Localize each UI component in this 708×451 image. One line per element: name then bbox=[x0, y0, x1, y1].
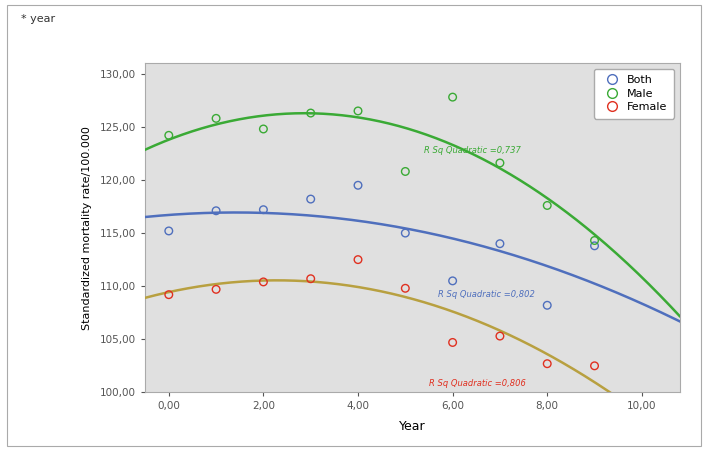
X-axis label: Year: Year bbox=[399, 420, 426, 433]
Point bbox=[258, 206, 269, 213]
Text: R Sq Quadratic =0,802: R Sq Quadratic =0,802 bbox=[438, 290, 535, 299]
Point bbox=[210, 207, 222, 214]
Point bbox=[589, 237, 600, 244]
Text: R Sq Quadratic =0,737: R Sq Quadratic =0,737 bbox=[424, 146, 521, 155]
Point bbox=[399, 168, 411, 175]
Point bbox=[163, 132, 174, 139]
Point bbox=[353, 182, 364, 189]
Point bbox=[542, 360, 553, 367]
Point bbox=[399, 285, 411, 292]
Point bbox=[494, 159, 506, 166]
Legend: Both, Male, Female: Both, Male, Female bbox=[594, 69, 674, 119]
Point bbox=[447, 277, 458, 285]
Point bbox=[589, 362, 600, 369]
Point bbox=[542, 302, 553, 309]
Point bbox=[589, 242, 600, 249]
Point bbox=[447, 339, 458, 346]
Point bbox=[163, 291, 174, 298]
Point bbox=[399, 230, 411, 237]
Point bbox=[258, 278, 269, 285]
Point bbox=[258, 125, 269, 133]
Point bbox=[305, 275, 316, 282]
Point bbox=[494, 240, 506, 247]
Point bbox=[447, 93, 458, 101]
Text: * year: * year bbox=[21, 14, 55, 23]
Point bbox=[210, 286, 222, 293]
Point bbox=[210, 115, 222, 122]
Point bbox=[305, 110, 316, 117]
Point bbox=[163, 227, 174, 235]
Point bbox=[353, 107, 364, 115]
Text: R Sq Quadratic =0,806: R Sq Quadratic =0,806 bbox=[429, 379, 526, 388]
Y-axis label: Standardized mortality rate/100.000: Standardized mortality rate/100.000 bbox=[81, 126, 91, 330]
Point bbox=[542, 202, 553, 209]
Point bbox=[494, 332, 506, 340]
Point bbox=[305, 195, 316, 202]
Point bbox=[353, 256, 364, 263]
